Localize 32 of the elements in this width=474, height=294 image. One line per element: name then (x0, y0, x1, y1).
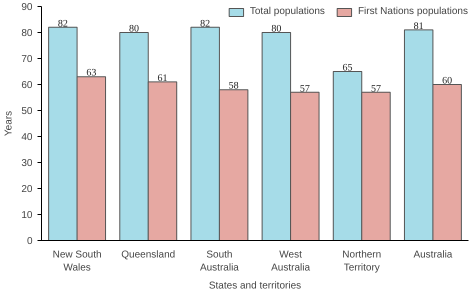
y-tick-label: 0 (26, 236, 33, 247)
y-tick-label: 70 (21, 54, 33, 65)
data-label: 58 (228, 80, 239, 92)
x-tick-label: Queensland (121, 250, 176, 260)
data-label: 82 (58, 18, 68, 30)
x-tick-label: Northern Territory (342, 250, 382, 274)
data-label: 80 (271, 24, 282, 34)
data-label: 57 (300, 83, 310, 94)
data-label: 65 (342, 62, 353, 74)
y-tick-label: 50 (21, 106, 33, 117)
y-axis-title: Years (3, 110, 14, 136)
data-label: 63 (86, 68, 96, 79)
legend-label: Total populations (250, 6, 325, 17)
y-tick-label: 30 (21, 158, 33, 169)
data-label: 82 (200, 18, 210, 30)
data-label: 60 (442, 76, 452, 86)
y-tick-label: 80 (21, 28, 33, 39)
y-tick-label: 90 (21, 2, 33, 13)
data-label: 61 (157, 72, 168, 84)
data-label: 57 (370, 83, 381, 94)
y-tick-label: 60 (21, 80, 33, 91)
legend-label: First Nations populations (358, 6, 468, 17)
x-tick-label: South Australia (200, 250, 240, 274)
x-tick-label: Australia (413, 250, 453, 260)
data-label: 81 (414, 20, 424, 32)
y-tick-label: 40 (21, 132, 33, 143)
x-tick-label: West Australia (271, 250, 310, 274)
data-label: 80 (129, 24, 140, 34)
x-axis-title: States and territories (208, 280, 302, 292)
y-tick-label: 10 (21, 210, 33, 221)
y-tick-label: 20 (21, 184, 33, 195)
x-tick-label: New South Wales (52, 250, 102, 274)
